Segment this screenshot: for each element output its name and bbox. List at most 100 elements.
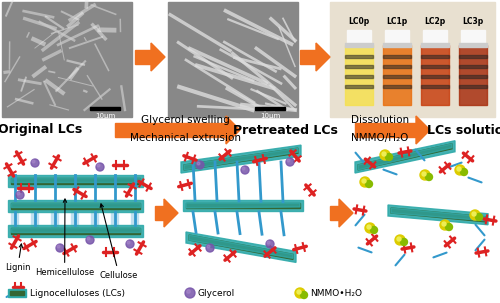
Bar <box>345 43 373 47</box>
Circle shape <box>96 163 104 171</box>
Circle shape <box>126 240 134 248</box>
Text: Glycerol: Glycerol <box>198 288 235 298</box>
Polygon shape <box>186 232 296 262</box>
Bar <box>383 65 411 68</box>
Polygon shape <box>388 205 488 225</box>
Bar <box>90 107 120 110</box>
Circle shape <box>457 167 461 171</box>
Bar <box>11 203 140 209</box>
Polygon shape <box>339 199 353 227</box>
Bar <box>255 107 285 110</box>
Bar <box>347 30 371 46</box>
Bar <box>155 206 164 220</box>
Bar <box>383 45 411 105</box>
Circle shape <box>206 244 214 252</box>
Circle shape <box>187 290 190 293</box>
Circle shape <box>400 238 407 245</box>
Polygon shape <box>358 144 452 170</box>
Polygon shape <box>181 145 301 173</box>
Circle shape <box>365 223 375 233</box>
Text: Glycerol swelling: Glycerol swelling <box>140 115 230 125</box>
Text: 10μm: 10μm <box>95 113 115 119</box>
Circle shape <box>267 241 270 244</box>
Bar <box>423 30 447 46</box>
Bar <box>135 50 151 64</box>
Circle shape <box>241 166 249 174</box>
Polygon shape <box>183 200 303 211</box>
Circle shape <box>455 165 465 175</box>
Bar <box>461 30 485 46</box>
Bar <box>383 75 411 78</box>
Circle shape <box>422 172 426 176</box>
Bar <box>3 148 153 286</box>
Bar <box>355 123 416 137</box>
Circle shape <box>440 220 450 230</box>
Polygon shape <box>316 43 330 71</box>
Bar <box>421 43 449 47</box>
Bar <box>8 225 143 237</box>
Bar <box>421 75 449 78</box>
Bar <box>383 55 411 58</box>
Circle shape <box>382 152 386 156</box>
Bar <box>11 178 140 182</box>
Circle shape <box>360 177 370 187</box>
Circle shape <box>366 181 372 188</box>
Bar <box>459 75 487 78</box>
Bar <box>8 289 26 297</box>
Circle shape <box>97 164 100 167</box>
Bar <box>300 50 316 64</box>
Circle shape <box>386 154 392 161</box>
Bar <box>383 43 411 47</box>
Circle shape <box>370 227 378 234</box>
Bar <box>383 85 411 88</box>
Circle shape <box>395 235 405 245</box>
Circle shape <box>57 245 60 248</box>
Bar <box>330 206 339 220</box>
Circle shape <box>470 210 480 220</box>
Bar <box>10 291 24 295</box>
Bar <box>459 85 487 88</box>
Polygon shape <box>226 116 240 144</box>
Text: Dissolution: Dissolution <box>351 115 409 125</box>
Circle shape <box>476 214 482 221</box>
Bar <box>345 85 373 88</box>
Circle shape <box>17 192 20 195</box>
Text: LC1p: LC1p <box>386 17 407 26</box>
Text: Pretreated LCs: Pretreated LCs <box>232 124 338 136</box>
Circle shape <box>300 291 308 298</box>
Circle shape <box>446 224 452 231</box>
Circle shape <box>56 244 64 252</box>
Circle shape <box>87 237 90 240</box>
Circle shape <box>295 288 305 298</box>
Circle shape <box>86 236 94 244</box>
Text: LCs solution: LCs solution <box>428 124 500 136</box>
Polygon shape <box>189 235 293 259</box>
Circle shape <box>426 174 432 181</box>
Bar <box>345 75 373 78</box>
Circle shape <box>196 161 204 169</box>
Bar <box>115 123 226 137</box>
Circle shape <box>127 241 130 244</box>
Circle shape <box>460 168 468 175</box>
Bar <box>11 228 140 234</box>
Text: Mechanical extrusion: Mechanical extrusion <box>130 133 240 143</box>
Bar <box>345 45 373 105</box>
Polygon shape <box>391 208 485 222</box>
Circle shape <box>242 167 245 170</box>
Circle shape <box>266 240 274 248</box>
Polygon shape <box>358 144 452 170</box>
Polygon shape <box>151 43 165 71</box>
Polygon shape <box>189 235 293 258</box>
Polygon shape <box>186 203 300 208</box>
Circle shape <box>442 222 446 226</box>
Bar <box>421 55 449 58</box>
Polygon shape <box>186 203 300 208</box>
Polygon shape <box>164 199 178 227</box>
Circle shape <box>197 162 200 165</box>
Circle shape <box>397 237 401 241</box>
Polygon shape <box>391 208 485 221</box>
Text: 10μm: 10μm <box>260 113 280 119</box>
Circle shape <box>32 160 35 163</box>
Bar <box>459 55 487 58</box>
Circle shape <box>420 170 430 180</box>
